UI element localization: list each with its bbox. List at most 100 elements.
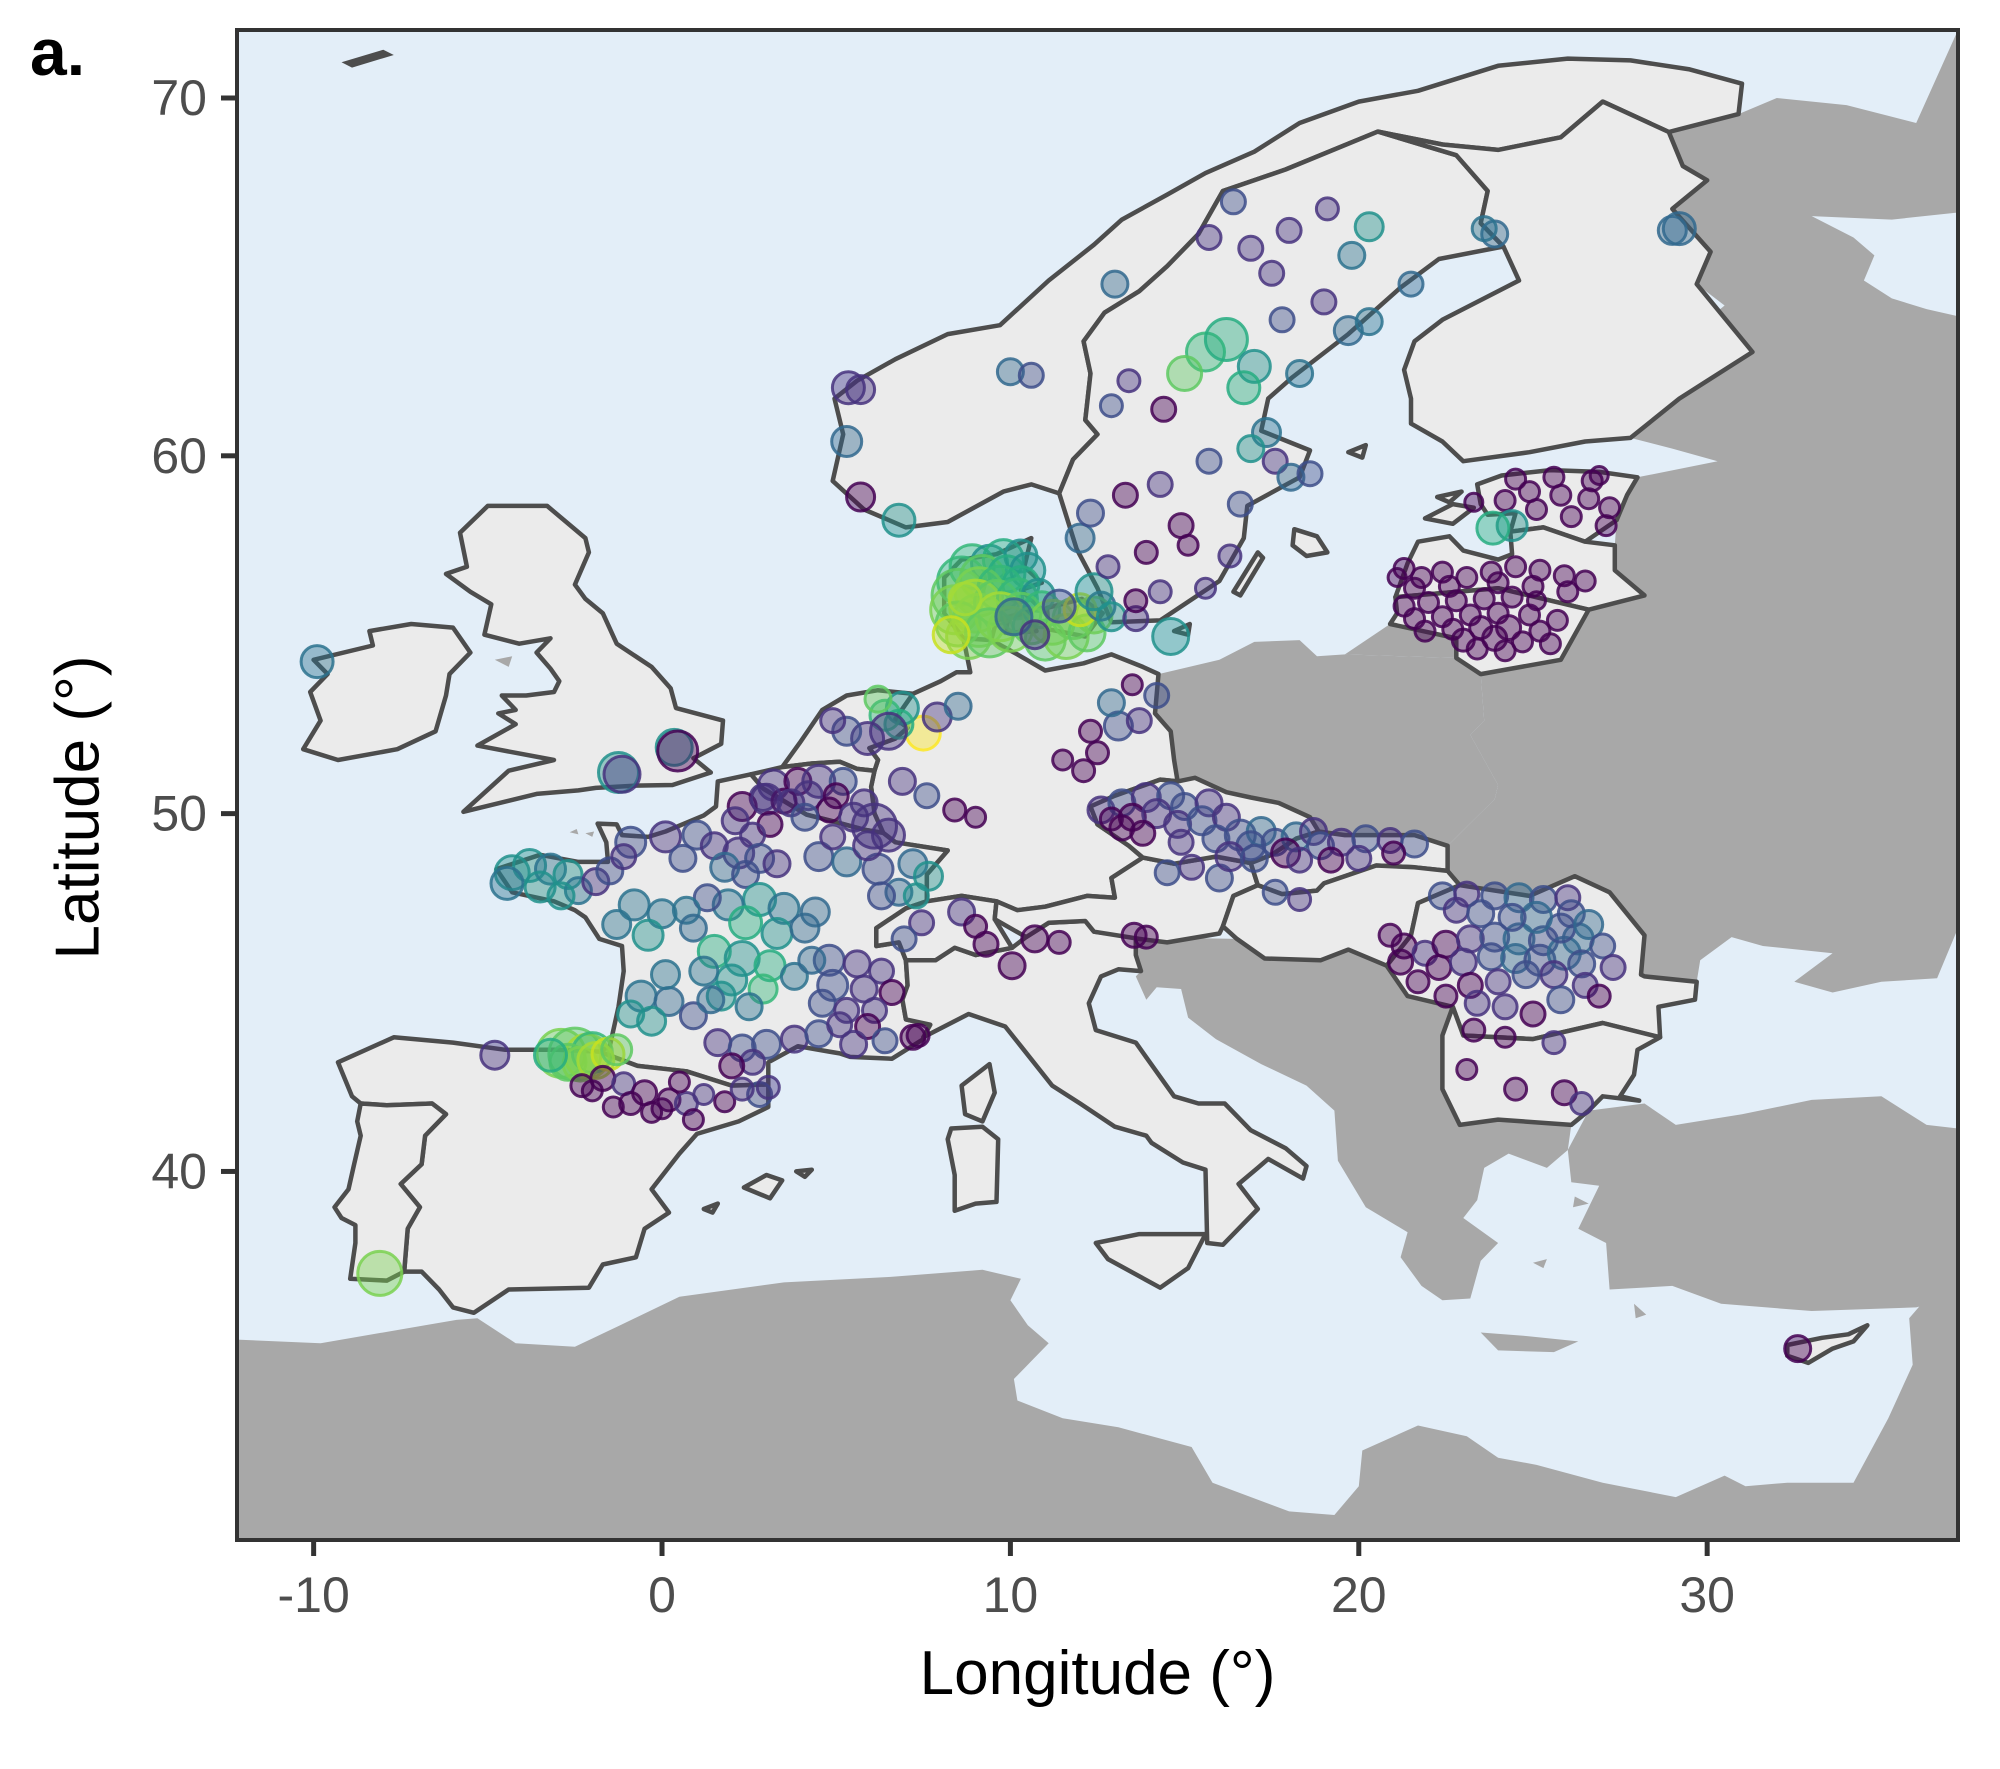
map-region-sicily xyxy=(1093,1231,1208,1290)
data-point xyxy=(1353,211,1385,243)
data-point xyxy=(839,1029,869,1059)
data-point xyxy=(654,727,694,767)
data-point xyxy=(1147,579,1173,605)
data-point xyxy=(1661,211,1697,247)
data-point xyxy=(1486,571,1510,595)
data-point xyxy=(1226,490,1254,518)
data-point xyxy=(1270,837,1302,869)
data-point xyxy=(1046,929,1072,955)
x-tick-label: 10 xyxy=(983,1567,1039,1623)
data-point xyxy=(1455,1058,1479,1081)
data-point xyxy=(1573,909,1605,940)
map-region-rhodes xyxy=(1634,1303,1647,1319)
data-point xyxy=(1133,539,1159,565)
data-point xyxy=(705,980,737,1012)
data-point xyxy=(1504,467,1528,491)
map-region-channel-islet-2 xyxy=(569,829,579,835)
data-point xyxy=(1599,954,1627,981)
map-region-menorca xyxy=(793,1167,815,1180)
data-point xyxy=(668,843,698,873)
data-point xyxy=(1153,859,1181,887)
data-point xyxy=(830,370,866,406)
data-point xyxy=(1019,619,1051,651)
data-point xyxy=(1545,608,1569,632)
data-point xyxy=(600,1033,634,1067)
data-point xyxy=(1317,846,1345,874)
data-point xyxy=(1239,843,1269,873)
data-point xyxy=(1203,317,1249,362)
data-point xyxy=(678,1001,708,1031)
map-layer xyxy=(237,30,1958,1540)
data-point xyxy=(1656,214,1688,246)
data-point xyxy=(797,945,827,975)
data-point xyxy=(726,791,758,822)
data-point xyxy=(1178,853,1206,881)
data-point xyxy=(1285,359,1315,388)
data-point xyxy=(1472,587,1496,611)
data-point xyxy=(703,1028,733,1058)
data-point xyxy=(671,895,701,925)
data-point xyxy=(640,1100,664,1124)
data-point xyxy=(1567,949,1597,979)
data-point xyxy=(610,843,638,871)
data-point xyxy=(762,849,792,879)
data-point xyxy=(1484,968,1512,996)
data-point xyxy=(681,819,713,851)
data-point xyxy=(489,865,525,901)
data-point xyxy=(972,930,1000,958)
panel-label: a. xyxy=(30,15,86,89)
data-point xyxy=(618,1091,644,1116)
data-point xyxy=(767,891,801,925)
data-point xyxy=(688,955,720,987)
data-point xyxy=(602,754,642,794)
data-point xyxy=(1354,307,1384,337)
data-point xyxy=(601,1095,625,1119)
data-point xyxy=(1078,718,1103,744)
data-point xyxy=(1461,1017,1487,1043)
data-point xyxy=(1129,819,1157,847)
data-point xyxy=(1493,639,1517,663)
data-point xyxy=(1067,613,1107,653)
data-point xyxy=(1381,840,1407,866)
data-point xyxy=(728,905,764,941)
data-point xyxy=(1095,601,1127,633)
data-point xyxy=(830,425,864,458)
data-point xyxy=(887,766,917,796)
data-point xyxy=(779,1024,809,1054)
data-point xyxy=(1397,270,1425,298)
data-point xyxy=(826,1011,854,1039)
data-point xyxy=(1098,393,1124,419)
data-point xyxy=(1470,215,1498,243)
data-point xyxy=(546,881,576,911)
data-point xyxy=(1123,588,1149,614)
map-region-sardinia xyxy=(945,1124,1001,1214)
data-point xyxy=(718,1052,746,1080)
data-point xyxy=(299,644,335,680)
y-tick-label: 60 xyxy=(151,428,207,484)
data-point xyxy=(1433,983,1459,1009)
data-point xyxy=(1167,828,1195,856)
data-point xyxy=(479,1039,511,1071)
data-point xyxy=(842,949,872,979)
map-region-aland xyxy=(1346,442,1369,460)
data-point xyxy=(1403,576,1426,600)
data-point xyxy=(1539,960,1569,990)
data-point xyxy=(1503,1076,1529,1102)
data-point xyxy=(563,876,593,906)
data-point xyxy=(1236,434,1266,464)
data-point xyxy=(1095,554,1121,580)
data-point xyxy=(1071,758,1097,784)
data-point xyxy=(1151,617,1191,656)
data-point xyxy=(616,999,646,1029)
data-point xyxy=(1569,1091,1595,1116)
data-point xyxy=(1116,368,1142,394)
data-point xyxy=(1525,498,1548,521)
map-region-saaremaa xyxy=(1422,501,1477,527)
map-region-gotland xyxy=(1290,526,1330,559)
data-point xyxy=(1425,954,1453,981)
data-point xyxy=(868,957,895,985)
data-point xyxy=(1337,240,1367,270)
map-region-portugal xyxy=(332,1101,449,1283)
